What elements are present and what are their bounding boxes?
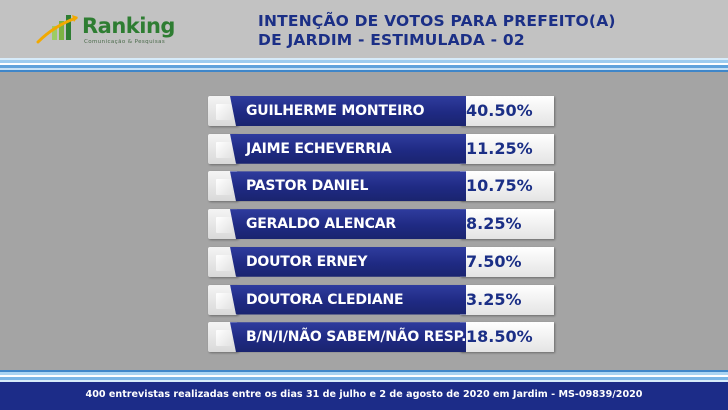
candidate-bar (230, 171, 466, 202)
candidate-bar (230, 133, 466, 164)
candidate-name: PASTOR DANIEL (246, 178, 369, 195)
candidate-bar (230, 209, 466, 240)
bottom-stripe-divider (0, 370, 728, 382)
page-title: INTENÇÃO DE VOTOS PARA PREFEITO(A) DE JA… (258, 12, 718, 50)
value-box (460, 209, 554, 240)
brand-tagline: Comunicação & Pesquisas (84, 39, 166, 45)
candidate-name: GERALDO ALENCAR (246, 216, 396, 233)
value-box (460, 246, 554, 277)
top-stripe-divider (0, 58, 728, 72)
vote-percentage: 7.50% (466, 251, 522, 271)
candidate-bar (230, 96, 466, 126)
vote-percentage: 18.50% (466, 327, 533, 347)
candidate-name: GUILHERME MONTEIRO (246, 103, 425, 119)
brand-logo: Ranking Comunicação & Pesquisas (36, 12, 196, 52)
candidate-name: DOUTORA CLEDIANE (246, 291, 404, 308)
value-box (460, 171, 554, 202)
title-line-2: DE JARDIM - ESTIMULADA - 02 (258, 31, 525, 49)
candidate-row: JAIME ECHEVERRIA 11.25% (208, 133, 563, 164)
candidate-bar (230, 246, 466, 277)
candidate-row: GERALDO ALENCAR 8.25% (208, 209, 563, 240)
value-box (460, 284, 554, 315)
row-tab (208, 133, 238, 164)
vote-percentage: 8.25% (466, 214, 522, 234)
header-band (0, 0, 728, 58)
vote-percentage: 11.25% (466, 138, 533, 158)
title-line-1: INTENÇÃO DE VOTOS PARA PREFEITO(A) (258, 12, 616, 30)
candidate-row: GUILHERME MONTEIRO 40.50% (208, 96, 563, 126)
candidate-name: B/N/I/NÃO SABEM/NÃO RESP. (246, 329, 467, 346)
brand-name: Ranking (82, 14, 175, 38)
value-box (460, 96, 554, 126)
candidate-name: DOUTOR ERNEY (246, 253, 368, 270)
value-box (460, 322, 554, 353)
candidate-bar (230, 322, 466, 353)
footer-band: 400 entrevistas realizadas entre os dias… (0, 382, 728, 410)
candidate-row: B/N/I/NÃO SABEM/NÃO RESP. 18.50% (208, 322, 563, 353)
value-box (460, 133, 554, 164)
footer-note: 400 entrevistas realizadas entre os dias… (85, 389, 643, 400)
row-tab (208, 284, 238, 315)
vote-percentage: 40.50% (466, 101, 533, 120)
candidate-row: PASTOR DANIEL 10.75% (208, 171, 563, 202)
candidate-name: JAIME ECHEVERRIA (246, 140, 392, 157)
candidate-bar (230, 284, 466, 315)
bar-growth-icon (36, 15, 78, 44)
vote-percentage: 3.25% (466, 289, 522, 309)
candidate-row: DOUTORA CLEDIANE 3.25% (208, 284, 563, 315)
vote-percentage: 10.75% (466, 176, 533, 196)
candidate-row: DOUTOR ERNEY 7.50% (208, 246, 563, 277)
